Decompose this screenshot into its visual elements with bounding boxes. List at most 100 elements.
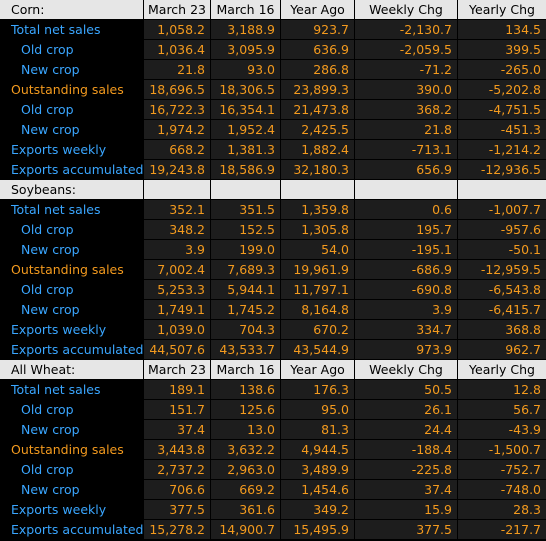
table-cell: -451.3 [458,120,546,139]
table-cell: 37.4 [144,420,210,439]
table-cell: -12,959.5 [458,260,546,279]
table-cell: 32,180.3 [281,160,354,179]
table-cell: 18,586.9 [211,160,280,179]
section-title: All Wheat: [0,360,143,379]
table-row: Exports weekly 668.2 1,381.3 1,882.4 -713.1-… [0,140,546,160]
table-cell: -50.1 [458,240,546,259]
table-cell: 195.7 [355,220,457,239]
column-header [211,180,280,199]
table-cell: 15.9 [355,500,457,519]
table-cell: 37.4 [355,480,457,499]
row-label: Total net sales [0,200,143,219]
table-cell: 18,306.5 [211,80,280,99]
table-cell: 2,425.5 [281,120,354,139]
column-header [144,180,210,199]
section-title: Soybeans: [0,180,143,199]
row-label: Old crop [0,220,143,239]
table-cell: 12.8 [458,380,546,399]
table-cell: 352.1 [144,200,210,219]
table-cell: 19,243.8 [144,160,210,179]
table-cell: 656.9 [355,160,457,179]
table-row: Old crop 2,737.2 2,963.0 3,489.9 -225.8 -752.… [0,460,546,480]
table-cell: -752.7 [458,460,546,479]
table-cell: 286.8 [281,60,354,79]
table-cell: 3,443.8 [144,440,210,459]
table-cell: 93.0 [211,60,280,79]
row-label: New crop [0,420,143,439]
table-cell: 44,507.6 [144,340,210,359]
row-label: Total net sales [0,20,143,39]
table-cell: 1,039.0 [144,320,210,339]
column-header [458,180,546,199]
table-row: Old crop 16,722.3 16,354.1 21,473.8 368.2 -4,… [0,100,546,120]
table-cell: 1,882.4 [281,140,354,159]
table-cell: -748.0 [458,480,546,499]
table-cell: -713.1 [355,140,457,159]
table-cell: -225.8 [355,460,457,479]
row-label: Exports accumulated [0,160,144,179]
table-cell: 3,188.9 [211,20,280,39]
table-cell: 15,278.2 [144,520,210,539]
table-cell: -195.1 [355,240,457,259]
table-row: Total net sales 189.1 138.6 176.3 50.5 12.8 [0,380,546,400]
table-cell: 5,944.1 [211,280,280,299]
table-cell: -686.9 [355,260,457,279]
row-label: Exports weekly [0,320,143,339]
table-row: Total net sales 1,058.2 3,188.9 923.7 -2,130… [0,20,546,40]
table-cell: 18,696.5 [144,80,210,99]
table-cell: 2,737.2 [144,460,210,479]
row-label: Outstanding sales [0,260,143,279]
table-cell: 199.0 [211,240,280,259]
table-cell: 26.1 [355,400,457,419]
table-cell: 95.0 [281,400,354,419]
table-cell: -4,751.5 [458,100,546,119]
table-cell: 15,495.9 [281,520,354,539]
table-cell: 3,632.2 [211,440,280,459]
table-cell: 13.0 [211,420,280,439]
table-cell: 390.0 [355,80,457,99]
table-cell: 152.5 [211,220,280,239]
table-cell: -12,936.5 [458,160,546,179]
column-header: Year Ago [281,0,354,19]
table-cell: 1,058.2 [144,20,210,39]
table-cell: 3.9 [144,240,210,259]
table-cell: 0.6 [355,200,457,219]
table-cell: 377.5 [355,520,457,539]
table-cell: -1,214.2 [458,140,546,159]
table-cell: -2,130.7 [355,20,457,39]
table-row: Outstanding sales 3,443.8 3,632.2 4,944.5 -1… [0,440,546,460]
table-row: Exports accumulated 44,507.6 43,533.7 43,54… [0,340,546,360]
row-label: Exports accumulated [0,520,144,539]
table-row: New crop 706.6 669.2 1,454.6 37.4 -748.0 [0,480,546,500]
table-cell: 11,797.1 [281,280,354,299]
table-cell: 125.6 [211,400,280,419]
table-cell: -6,543.8 [458,280,546,299]
table-cell: 189.1 [144,380,210,399]
table-cell: 21,473.8 [281,100,354,119]
table-row: Old crop 348.2 152.5 1,305.8 195.7 -957.6 [0,220,546,240]
table-cell: -690.8 [355,280,457,299]
table-cell: 1,974.2 [144,120,210,139]
column-header: Weekly Chg [355,0,457,19]
table-cell: 16,354.1 [211,100,280,119]
table-cell: 19,961.9 [281,260,354,279]
row-label: New crop [0,480,143,499]
table-row: Outstanding sales 18,696.5 18,306.5 23,899.… [0,80,546,100]
row-label: Old crop [0,460,143,479]
table-cell: 54.0 [281,240,354,259]
row-label: Exports weekly [0,140,143,159]
table-cell: 14,900.7 [211,520,280,539]
table-cell: 349.2 [281,500,354,519]
table-cell: 923.7 [281,20,354,39]
table-cell: 377.5 [144,500,210,519]
table-cell: 7,689.3 [211,260,280,279]
table-cell: 4,944.5 [281,440,354,459]
table-cell: 361.6 [211,500,280,519]
row-label: Exports weekly [0,500,143,519]
table-cell: -2,059.5 [355,40,457,59]
table-row: New crop 3.9 199.0 54.0 -195.1 -50.1 [0,240,546,260]
table-cell: 668.2 [144,140,210,159]
row-label: Exports accumulated [0,340,144,359]
column-header [281,180,354,199]
